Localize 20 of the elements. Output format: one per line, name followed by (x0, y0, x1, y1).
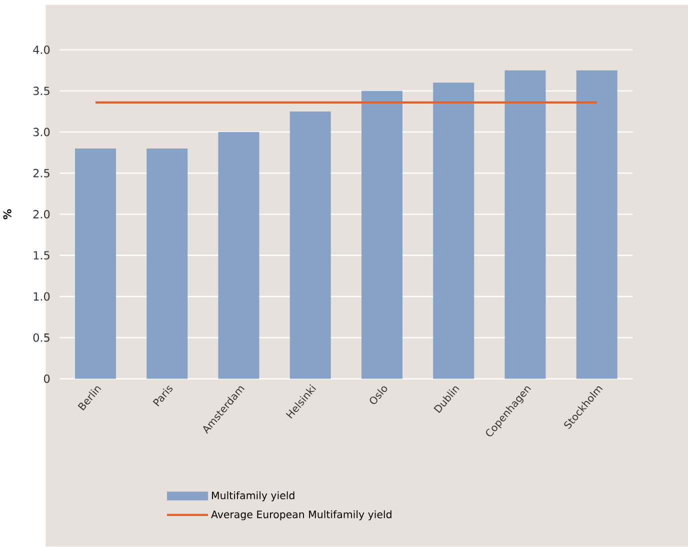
bar (218, 132, 260, 379)
legend-label: Multifamily yield (212, 492, 294, 502)
y-tick-label: 3.5 (33, 86, 50, 96)
bar (504, 70, 546, 379)
y-tick-label: 1.5 (34, 251, 50, 260)
y-tick-label: 0 (44, 374, 50, 384)
bar (433, 82, 474, 379)
bar (74, 148, 116, 379)
y-tick-label: 1.0 (34, 292, 50, 301)
y-axis-title: % (3, 209, 12, 220)
bar (146, 148, 188, 379)
y-tick-label: 2.5 (33, 169, 50, 178)
bar (290, 112, 331, 379)
legend-label: Average European Multifamily yield (211, 510, 392, 520)
y-tick-label: 2.0 (33, 210, 50, 219)
y-tick-label: 0.5 (33, 334, 50, 342)
bar (576, 70, 618, 379)
y-tick-label: 4.0 (33, 46, 50, 54)
y-tick-label: 3.0 (33, 128, 50, 136)
bar (361, 91, 402, 379)
